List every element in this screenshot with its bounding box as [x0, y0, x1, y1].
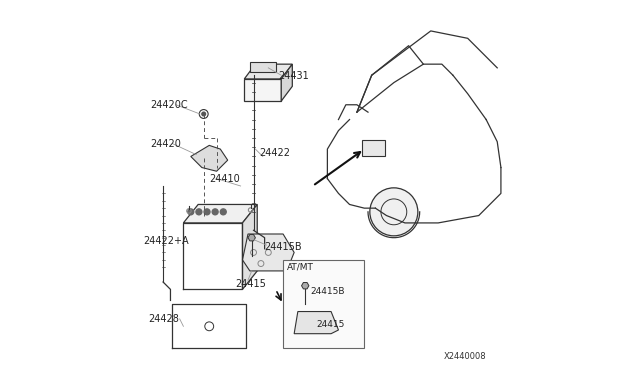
Text: 24431: 24431 [278, 71, 309, 81]
Polygon shape [281, 64, 292, 101]
Text: 24428: 24428 [148, 314, 179, 324]
Circle shape [212, 209, 218, 215]
Bar [283, 260, 364, 349]
Polygon shape [294, 311, 339, 334]
Polygon shape [250, 62, 276, 71]
Text: AT/MT: AT/MT [287, 262, 314, 271]
Circle shape [220, 209, 226, 215]
Text: 24415: 24415 [316, 320, 345, 329]
Polygon shape [191, 145, 228, 171]
Polygon shape [184, 205, 257, 223]
Text: 24415B: 24415B [264, 242, 301, 252]
Polygon shape [244, 64, 292, 79]
Polygon shape [301, 282, 309, 289]
Bar [362, 140, 385, 157]
Polygon shape [243, 234, 294, 271]
Polygon shape [244, 79, 281, 101]
Text: 24422+A: 24422+A [143, 236, 188, 246]
Polygon shape [243, 205, 257, 289]
Circle shape [196, 209, 202, 215]
Text: X2440008: X2440008 [444, 352, 486, 361]
Polygon shape [248, 234, 255, 241]
Circle shape [370, 188, 418, 236]
Circle shape [202, 112, 205, 116]
Text: 24420C: 24420C [150, 100, 188, 110]
Text: 24422: 24422 [259, 148, 290, 158]
Circle shape [188, 209, 194, 215]
Circle shape [204, 209, 210, 215]
Text: 24415B: 24415B [311, 287, 345, 296]
Text: 24415: 24415 [235, 279, 266, 289]
Text: 24410: 24410 [209, 174, 240, 184]
Text: 24420: 24420 [150, 138, 181, 148]
